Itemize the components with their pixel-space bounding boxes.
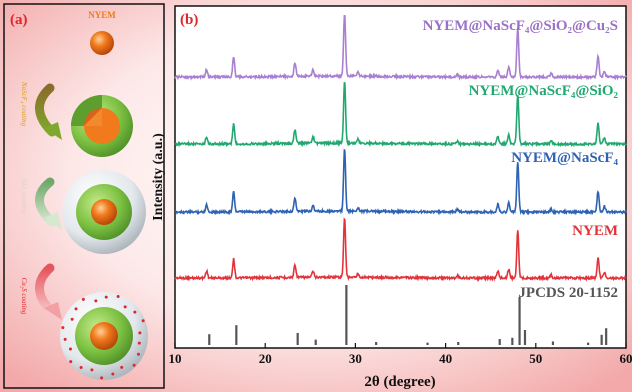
series-label: NYEM@NaScF₄@SiO₂ (469, 83, 619, 99)
y-axis-label: Intensity (a.u.) (151, 133, 166, 221)
series-label: NYEM@NaScF₄ (511, 150, 618, 166)
plot-frame (174, 5, 627, 349)
reference-label: JPCDS 20-1152 (518, 285, 618, 301)
cu2s-dot (123, 305, 127, 309)
cu2s-dot (61, 326, 65, 330)
nyem-label: NYEM (88, 10, 116, 20)
cu2s-dot (100, 376, 104, 380)
cu2s-dot (70, 317, 74, 321)
xrd-curve (174, 15, 627, 81)
cu2s-dot (111, 372, 115, 376)
cu2s-dot (79, 366, 83, 370)
xrd-curve (174, 217, 627, 283)
step-label-cu2s: Cu₂S coating (20, 278, 28, 315)
x-tick-label: 60 (620, 351, 632, 366)
cu2s-dot (90, 368, 94, 372)
cu2s-dot (136, 352, 140, 356)
cu2s-dot (104, 295, 108, 299)
sio2-coated-particle (62, 170, 146, 254)
cu2s-dot (132, 363, 136, 367)
panel-a-letter: (a) (10, 12, 28, 28)
xrd-curve (174, 149, 627, 216)
cu2s-dot (138, 331, 142, 335)
cu2s-coated-particle (60, 292, 148, 380)
x-tick-label: 30 (349, 351, 362, 366)
arrow-head-sio2 (44, 212, 62, 230)
x-tick-label: 40 (439, 351, 452, 366)
arrow-head-cu2s (44, 302, 62, 320)
cu2s-dot (94, 299, 98, 303)
cu2s-dot (74, 307, 78, 311)
x-axis-label: 2θ (degree) (364, 374, 435, 390)
series-label: NYEM@NaScF₄@SiO₂@Cu₂S (423, 18, 618, 34)
cu2s-dot (141, 319, 145, 323)
nascf4-coated-particle (71, 95, 133, 157)
cu2s-dot (69, 360, 73, 364)
panel-b-letter: (b) (180, 12, 198, 28)
xrd-curve (174, 81, 627, 148)
x-tick-label: 20 (259, 351, 272, 366)
cu2s-dot (133, 310, 137, 314)
x-tick-label: 10 (169, 351, 182, 366)
cu2s-dot (81, 297, 85, 301)
cu2s-dot (116, 294, 120, 298)
step-label-nascf4: NaScF₄ coating (20, 81, 28, 127)
cu2s-dot (137, 341, 141, 345)
x-tick-label: 50 (529, 351, 542, 366)
series-label: NYEM (572, 223, 618, 239)
arrow-head-nascf4 (44, 122, 62, 140)
cu2s-dot (63, 337, 67, 341)
step-label-sio2: SiO₂ coating (20, 178, 28, 214)
panel-a-frame (3, 3, 165, 389)
cu2s-dot (68, 347, 72, 351)
cu2s-dot (120, 365, 124, 369)
nyem-core-particle (90, 31, 114, 55)
